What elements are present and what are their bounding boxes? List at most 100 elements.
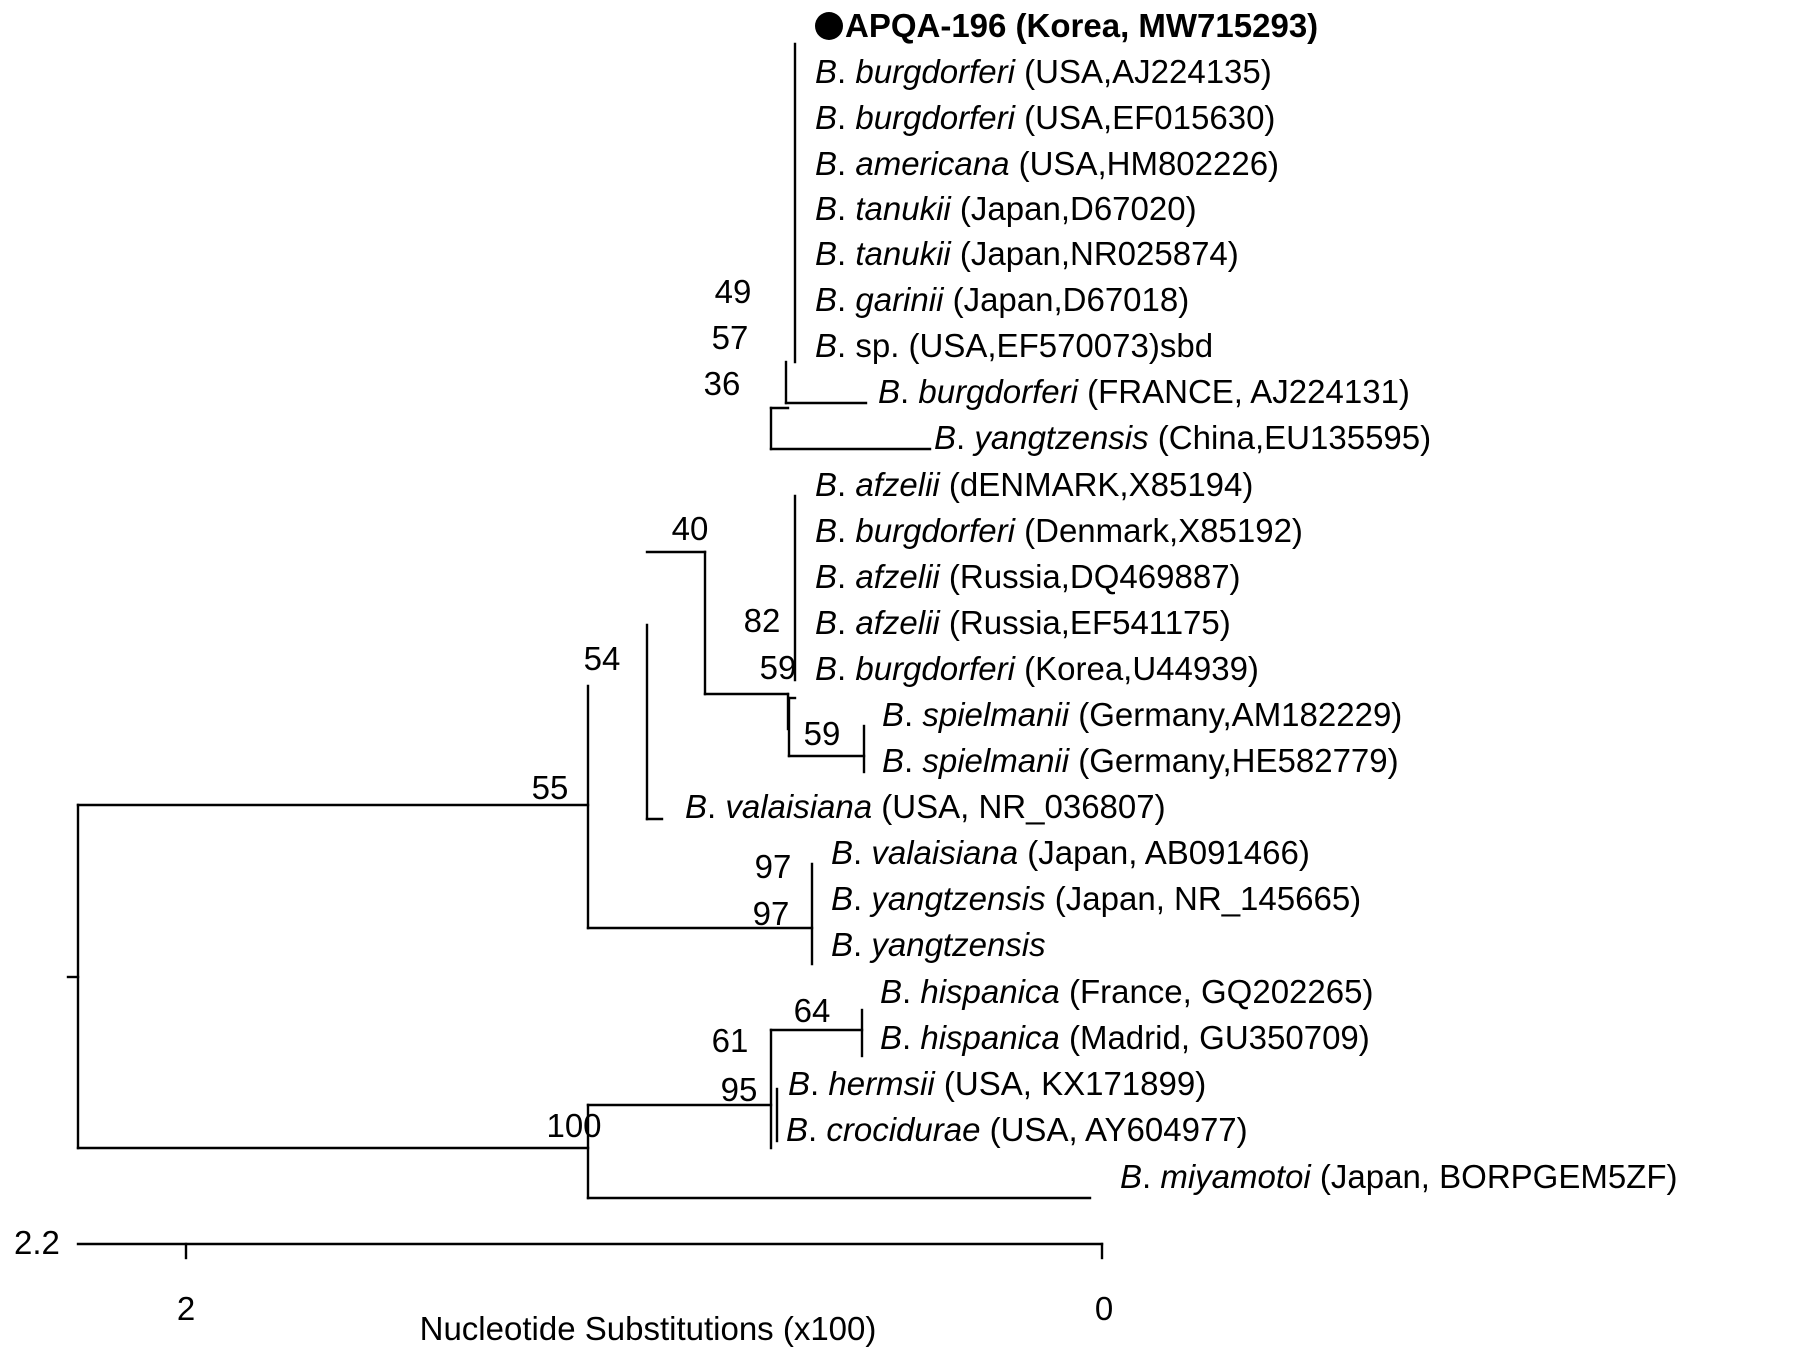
leaf-label-species: tanukii [855, 235, 952, 272]
leaf-label-genus: B [1120, 1158, 1142, 1195]
leaf-label-accession: (USA, KX171899) [935, 1065, 1206, 1102]
leaf-label-accession: (USA, NR_036807) [872, 788, 1165, 825]
leaf-label-species: afzelii [855, 604, 941, 641]
leaf-label-genus: B [831, 834, 853, 871]
leaf-label-species: spielmanii [922, 696, 1070, 733]
leaf-label: B. spielmanii (Germany,AM182229) [882, 696, 1402, 733]
scale-left-value: 2.2 [14, 1224, 60, 1261]
leaf-label-accession: (France, GQ202265) [1060, 973, 1374, 1010]
leaf-label-genus: B [815, 235, 837, 272]
leaf-label-accession: (Japan, NR_145665) [1046, 880, 1362, 917]
leaf-label-species: yangtzensis [972, 419, 1148, 456]
bootstrap-value: 54 [584, 640, 621, 677]
leaf-label-species: garinii [855, 281, 945, 318]
scale-axis-title: Nucleotide Substitutions (x100) [420, 1310, 877, 1347]
leaf-label-accession: (Japan,D67018) [943, 281, 1189, 318]
leaf-label-species: crocidurae [826, 1111, 980, 1148]
leaf-label-accession: (FRANCE, AJ224131) [1078, 373, 1410, 410]
bootstrap-value: 57 [712, 319, 749, 356]
leaf-label-species: burgdorferi [855, 512, 1016, 549]
leaf-label-genus: B [934, 419, 956, 456]
leaf-label: B. burgdorferi (USA,AJ224135) [815, 53, 1272, 90]
leaf-label-genus: B [685, 788, 707, 825]
leaf-label: B. yangtzensis [831, 926, 1046, 963]
leaf-label: APQA-196 (Korea, MW715293) [845, 7, 1318, 44]
leaf-label-species: hermsii [828, 1065, 936, 1102]
scale-tick-label-2: 2 [177, 1290, 195, 1327]
leaf-label-accession: sp. (USA,EF570073)sbd [855, 327, 1213, 364]
tree-branches [66, 42, 1092, 1200]
leaf-label-accession: (Japan, AB091466) [1018, 834, 1310, 871]
leaf-label-species: miyamotoi [1160, 1158, 1312, 1195]
leaf-label-genus: B [815, 558, 837, 595]
bootstrap-value: 40 [672, 510, 709, 547]
leaf-label: B. valaisiana (USA, NR_036807) [685, 788, 1166, 825]
bootstrap-value: 100 [546, 1107, 601, 1144]
leaf-label-species: spielmanii [922, 742, 1070, 779]
leaf-label: B. hispanica (Madrid, GU350709) [880, 1019, 1370, 1056]
leaf-label-genus: B [815, 99, 837, 136]
bootstrap-value: 49 [715, 273, 752, 310]
leaf-label-accession: (Japan, BORPGEM5ZF) [1311, 1158, 1678, 1195]
leaf-label: B. yangtzensis (China,EU135595) [934, 419, 1431, 456]
leaf-label-accession: (Korea,U44939) [1015, 650, 1259, 687]
leaf-label-accession: (Denmark,X85192) [1015, 512, 1303, 549]
leaf-label-genus: B [831, 880, 853, 917]
leaf-label-species: hispanica [920, 1019, 1059, 1056]
leaf-label-species: burgdorferi [918, 373, 1079, 410]
leaf-label-genus: B [815, 190, 837, 227]
leaf-label-accession: (USA,HM802226) [1009, 145, 1279, 182]
bootstrap-value: 95 [721, 1071, 758, 1108]
leaf-label-genus: B [815, 53, 837, 90]
leaf-label-genus: B [882, 742, 904, 779]
leaf-label-species: afzelii [855, 466, 941, 503]
leaf-label-accession: (Madrid, GU350709) [1060, 1019, 1370, 1056]
leaf-label-species: valaisiana [871, 834, 1018, 871]
leaf-label-genus: B [880, 1019, 902, 1056]
bootstrap-value: 64 [794, 992, 831, 1029]
leaf-label-species: tanukii [855, 190, 952, 227]
leaf-label-genus: B [878, 373, 900, 410]
leaf-label-genus: B [882, 696, 904, 733]
leaf-label-accession: (USA, AY604977) [980, 1111, 1247, 1148]
leaf-label-species: americana [855, 145, 1009, 182]
leaf-label-accession: (Japan,D67020) [951, 190, 1197, 227]
leaf-label: B. afzelii (dENMARK,X85194) [815, 466, 1253, 503]
leaf-label-species: burgdorferi [855, 650, 1016, 687]
leaf-label-accession: (Russia,EF541175) [940, 604, 1231, 641]
bootstrap-value: 36 [704, 365, 741, 402]
leaf-label-accession: (China,EU135595) [1149, 419, 1432, 456]
leaf-label-species: yangtzensis [869, 926, 1045, 963]
bootstrap-value: 97 [753, 895, 790, 932]
leaf-label-species: burgdorferi [855, 53, 1016, 90]
leaf-label-species: yangtzensis [869, 880, 1045, 917]
leaf-label-accession: (Germany,HE582779) [1069, 742, 1399, 779]
leaf-label-genus: B [815, 512, 837, 549]
leaf-label-genus: B [815, 466, 837, 503]
leaf-label-species: hispanica [920, 973, 1059, 1010]
leaf-label-genus: B [815, 650, 837, 687]
filled-circle-marker-icon [815, 12, 843, 40]
leaf-label-accession: (Germany,AM182229) [1069, 696, 1402, 733]
leaf-label-strain: APQA-196 (Korea, MW715293) [845, 7, 1318, 44]
leaf-label: B. hispanica (France, GQ202265) [880, 973, 1373, 1010]
leaf-label: B. burgdorferi (Denmark,X85192) [815, 512, 1303, 549]
leaf-label-species: afzelii [855, 558, 941, 595]
leaf-label-genus: B [880, 973, 902, 1010]
leaf-label-accession: (Russia,DQ469887) [940, 558, 1241, 595]
leaf-label: B. burgdorferi (Korea,U44939) [815, 650, 1259, 687]
leaf-label: B. valaisiana (Japan, AB091466) [831, 834, 1310, 871]
leaf-label: B. burgdorferi (FRANCE, AJ224131) [878, 373, 1410, 410]
leaf-label: B. sp. (USA,EF570073)sbd [815, 327, 1213, 364]
leaf-label: B. afzelii (Russia,EF541175) [815, 604, 1231, 641]
leaf-label-accession: (Japan,NR025874) [951, 235, 1239, 272]
leaf-label: B. miyamotoi (Japan, BORPGEM5ZF) [1120, 1158, 1678, 1195]
tree-leaf-labels: APQA-196 (Korea, MW715293) B. burgdorferi… [685, 7, 1678, 1195]
leaf-label: B. burgdorferi (USA,EF015630) [815, 99, 1275, 136]
leaf-label-species: burgdorferi [855, 99, 1016, 136]
bootstrap-value: 59 [804, 715, 841, 752]
bootstrap-value: 55 [532, 769, 569, 806]
leaf-label-accession: (USA,AJ224135) [1015, 53, 1272, 90]
